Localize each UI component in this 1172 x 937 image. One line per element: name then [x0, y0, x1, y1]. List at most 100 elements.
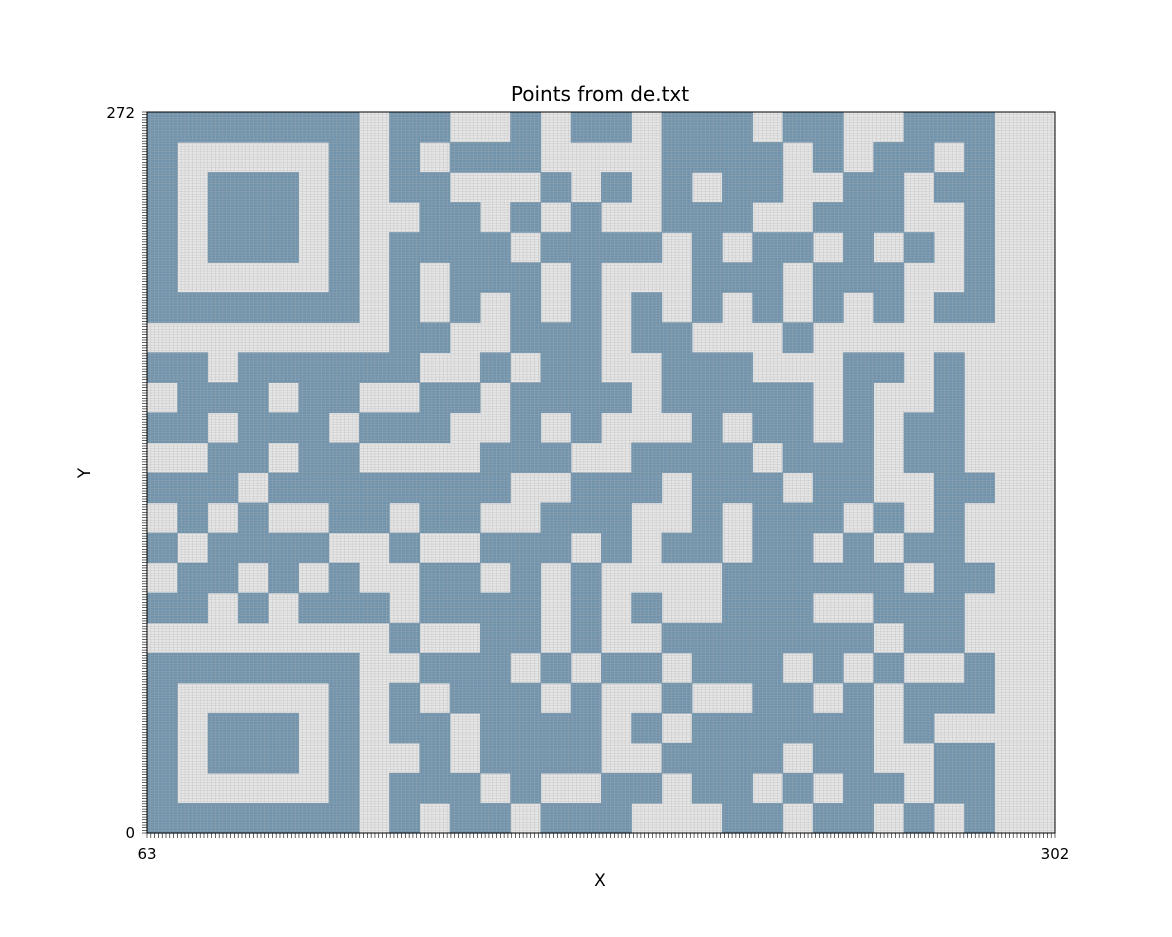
point-cluster — [722, 352, 753, 383]
point-cluster — [510, 532, 542, 564]
point-cluster — [903, 532, 935, 564]
point-cluster — [812, 292, 844, 323]
point-cluster — [298, 442, 330, 474]
point-cluster — [843, 532, 874, 564]
point-cluster — [570, 622, 602, 654]
point-cluster — [691, 262, 723, 293]
point-cluster — [752, 802, 784, 834]
point-cluster — [449, 382, 481, 414]
point-cluster — [510, 382, 542, 414]
point-cluster — [722, 742, 753, 774]
point-cluster — [812, 712, 844, 744]
point-cluster — [873, 652, 905, 684]
point-cluster — [268, 352, 299, 383]
point-cluster — [873, 562, 905, 594]
point-cluster — [752, 532, 784, 564]
point-cluster — [843, 562, 874, 594]
point-cluster — [691, 742, 723, 774]
x-axis-label: X — [594, 871, 606, 891]
point-cluster — [722, 472, 753, 504]
point-cluster — [691, 352, 723, 383]
point-cluster — [601, 112, 632, 143]
point-cluster — [782, 112, 814, 143]
point-cluster — [812, 202, 844, 233]
point-cluster — [631, 472, 663, 504]
point-cluster — [268, 802, 299, 834]
point-cluster — [752, 742, 784, 774]
point-cluster — [328, 802, 360, 834]
point-cluster — [419, 712, 451, 744]
point-cluster — [328, 712, 360, 744]
point-cluster — [812, 742, 844, 774]
point-cluster — [389, 802, 420, 834]
point-cluster — [812, 442, 844, 474]
point-cluster — [691, 622, 723, 654]
point-cluster — [540, 382, 572, 414]
point-cluster — [843, 622, 874, 654]
point-cluster — [449, 202, 481, 233]
point-cluster — [782, 532, 814, 564]
point-cluster — [812, 652, 844, 684]
point-cluster — [510, 292, 542, 323]
point-cluster — [570, 562, 602, 594]
point-cluster — [782, 622, 814, 654]
point-cluster — [358, 352, 390, 383]
point-cluster — [661, 202, 693, 233]
point-cluster — [570, 382, 602, 414]
point-cluster — [964, 262, 996, 293]
point-cluster — [389, 352, 420, 383]
y-tick-label-max: 272 — [106, 104, 135, 122]
point-cluster — [268, 712, 299, 744]
point-cluster — [268, 292, 299, 323]
point-cluster — [570, 262, 602, 293]
point-cluster — [933, 352, 965, 383]
point-cluster — [691, 712, 723, 744]
point-cluster — [601, 802, 632, 834]
point-cluster — [570, 292, 602, 323]
point-cluster — [843, 442, 874, 474]
point-cluster — [389, 532, 420, 564]
point-cluster — [843, 712, 874, 744]
point-cluster — [570, 802, 602, 834]
point-cluster — [268, 532, 299, 564]
point-cluster — [812, 802, 844, 834]
point-cluster — [691, 202, 723, 233]
point-cluster — [752, 292, 784, 323]
point-cluster — [449, 262, 481, 293]
point-cluster — [328, 352, 360, 383]
point-cluster — [903, 622, 935, 654]
point-cluster — [691, 532, 723, 564]
point-cluster — [722, 202, 753, 233]
data-points — [147, 112, 996, 834]
point-cluster — [328, 172, 360, 203]
point-cluster — [752, 652, 784, 684]
point-cluster — [691, 292, 723, 323]
point-cluster — [570, 712, 602, 744]
point-cluster — [691, 442, 723, 474]
point-cluster — [570, 352, 602, 383]
point-cluster — [419, 202, 451, 233]
point-cluster — [691, 112, 723, 143]
point-cluster — [903, 442, 935, 474]
point-cluster — [782, 442, 814, 474]
point-cluster — [540, 742, 572, 774]
point-cluster — [873, 262, 905, 293]
point-cluster — [812, 472, 844, 504]
point-cluster — [631, 292, 663, 323]
point-cluster — [661, 382, 693, 414]
point-cluster — [661, 532, 693, 564]
point-cluster — [812, 622, 844, 654]
point-cluster — [419, 172, 451, 203]
point-cluster — [752, 382, 784, 414]
point-cluster — [722, 112, 753, 143]
point-cluster — [479, 622, 511, 654]
point-cluster — [631, 442, 663, 474]
point-cluster — [449, 472, 481, 504]
chart-title: Points from de.txt — [511, 82, 689, 106]
point-cluster — [268, 202, 299, 233]
point-cluster — [268, 112, 299, 143]
point-cluster — [479, 712, 511, 744]
point-cluster — [722, 712, 753, 744]
point-cluster — [389, 262, 420, 293]
point-cluster — [389, 712, 420, 744]
